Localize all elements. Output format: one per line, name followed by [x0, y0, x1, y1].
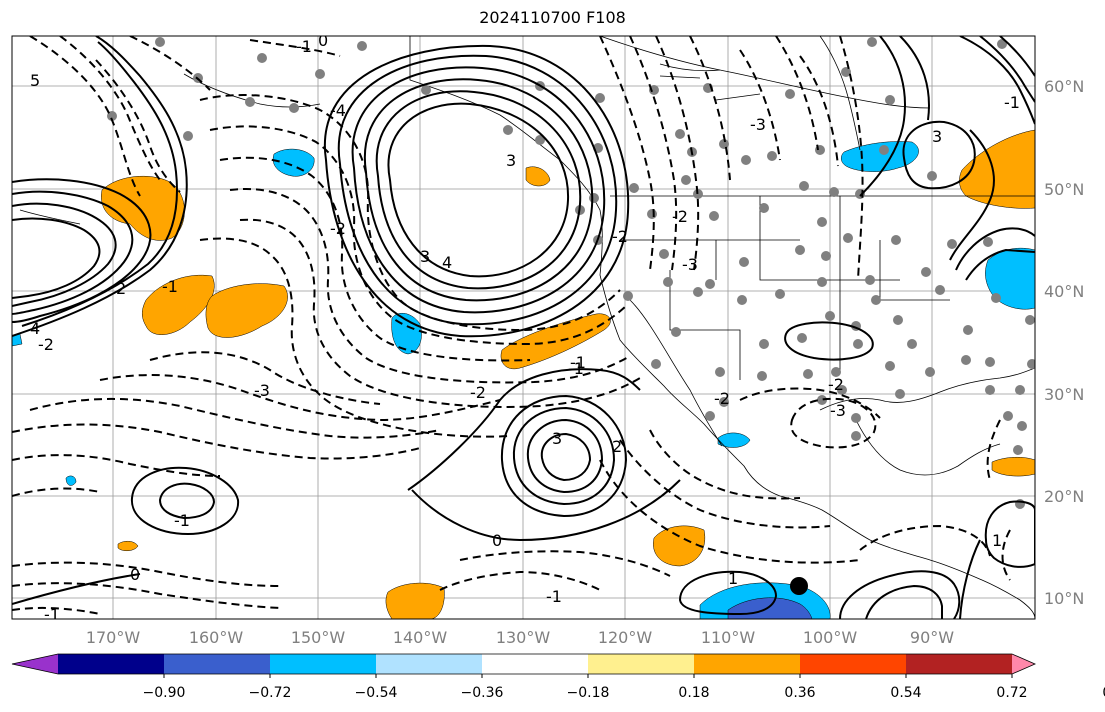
graticule — [12, 36, 1035, 619]
lon-label: 160°W — [189, 628, 244, 647]
svg-text:1: 1 — [728, 569, 738, 588]
colorbar-tick-label: −0.90 — [143, 685, 186, 701]
svg-text:4: 4 — [30, 319, 40, 338]
coastlines — [19, 36, 1035, 619]
svg-text:-3: -3 — [830, 401, 846, 420]
lon-label: 110°W — [701, 628, 756, 647]
colorbar-tick-label: 0.90 — [1102, 685, 1105, 701]
svg-text:-1: -1 — [162, 277, 178, 296]
colorbar-segment — [588, 654, 695, 674]
colorbar-outline — [11, 653, 1037, 675]
svg-text:-1: -1 — [568, 359, 584, 378]
svg-text:3: 3 — [506, 151, 516, 170]
colorbar-segment — [482, 654, 589, 674]
svg-text:0: 0 — [492, 531, 502, 550]
colorbar-segment — [906, 654, 1013, 674]
svg-text:3: 3 — [420, 247, 430, 266]
svg-text:-1: -1 — [44, 605, 60, 624]
colorbar-tick-label: −0.54 — [355, 685, 398, 701]
colorbar-tick-label: −0.36 — [461, 685, 504, 701]
svg-text:-4: -4 — [330, 101, 346, 120]
colorbar-tick-label: −0.72 — [249, 685, 292, 701]
svg-text:-1: -1 — [570, 353, 586, 372]
svg-text:-3: -3 — [682, 255, 698, 274]
svg-text:5: 5 — [30, 71, 40, 90]
svg-text:4: 4 — [442, 253, 452, 272]
svg-text:-1: -1 — [546, 587, 562, 606]
colorbar-segment — [694, 654, 801, 674]
svg-text:-2: -2 — [828, 375, 844, 394]
svg-text:2: 2 — [116, 279, 126, 298]
svg-text:3: 3 — [932, 127, 942, 146]
svg-text:-2: -2 — [672, 207, 688, 226]
colorbar-segment — [164, 654, 271, 674]
colorbar-segment — [58, 654, 165, 674]
colorbar-tick-label: 0.18 — [678, 685, 709, 701]
svg-text:-2: -2 — [612, 227, 628, 246]
lon-label: 140°W — [393, 628, 448, 647]
svg-text:0: 0 — [318, 31, 328, 50]
lat-label: 40°N — [1044, 282, 1084, 301]
colorbar-tick-label: 0.72 — [996, 685, 1027, 701]
latitude-labels: 60°N 50°N 40°N 30°N 20°N 10°N — [1044, 77, 1084, 608]
svg-text:-1: -1 — [1004, 93, 1020, 112]
svg-text:-3: -3 — [750, 115, 766, 134]
lat-label: 50°N — [1044, 180, 1084, 199]
svg-text:1: 1 — [992, 531, 1002, 550]
colorbar-segment — [12, 654, 58, 674]
lat-label: 60°N — [1044, 77, 1084, 96]
svg-text:-1: -1 — [174, 511, 190, 530]
svg-text:-2: -2 — [38, 335, 54, 354]
colorbar-segment — [270, 654, 377, 674]
lon-label: 130°W — [496, 628, 551, 647]
lat-label: 20°N — [1044, 487, 1084, 506]
colorbar-tick-label: −0.18 — [567, 685, 610, 701]
lon-label: 100°W — [803, 628, 858, 647]
colorbar-segment — [376, 654, 483, 674]
positive-contours — [12, 36, 1035, 619]
lon-label: 90°W — [910, 628, 954, 647]
svg-text:-1: -1 — [296, 37, 312, 56]
lon-label: 150°W — [291, 628, 346, 647]
lat-label: 30°N — [1044, 385, 1084, 404]
colorbar-segment — [800, 654, 907, 674]
lon-label: 170°W — [86, 628, 141, 647]
svg-text:3: 3 — [552, 429, 562, 448]
colorbar-segment — [1012, 654, 1035, 674]
colorbar-tick-label: 0.54 — [890, 685, 921, 701]
svg-text:-2: -2 — [330, 219, 346, 238]
map-frame — [11, 35, 1036, 620]
lat-label: 10°N — [1044, 589, 1084, 608]
contour-labels: -1 0 5 3 4 -2 3 -3 2 -2 -1 3 -3 2 0 -1 -… — [30, 31, 1020, 624]
svg-text:-2: -2 — [470, 383, 486, 402]
svg-text:-3: -3 — [254, 381, 270, 400]
center-marker — [790, 577, 808, 595]
lon-label: 120°W — [598, 628, 653, 647]
colorbar: −0.90 −0.72 −0.54 −0.36 −0.18 0.18 0.36 0.54 0.7… — [11, 653, 1105, 701]
svg-text:-2: -2 — [714, 389, 730, 408]
svg-text:2: 2 — [612, 437, 622, 456]
longitude-labels: 170°W 160°W 150°W 140°W 130°W 120°W 110°… — [86, 628, 954, 647]
map-title: 2024110700 F108 — [479, 8, 626, 27]
colorbar-tick-label: 0.36 — [784, 685, 815, 701]
svg-text:0: 0 — [130, 565, 140, 584]
negative-contours — [12, 36, 1011, 615]
